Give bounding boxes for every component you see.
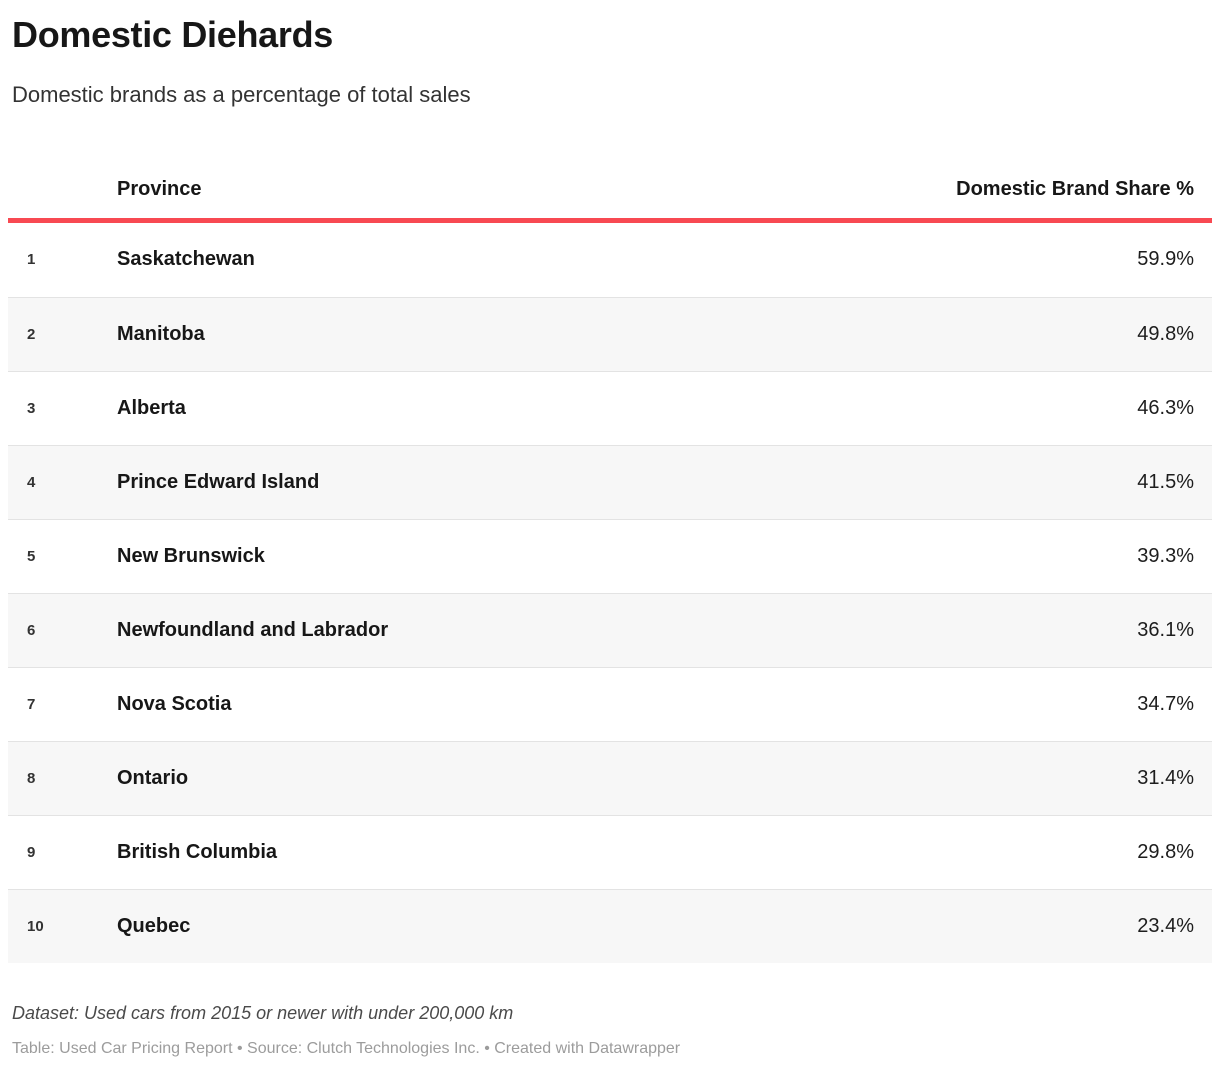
table-row: 5 New Brunswick 39.3% [8, 518, 1212, 593]
province-cell: Saskatchewan [117, 248, 255, 271]
rank-cell: 6 [27, 621, 36, 639]
rank-cell: 5 [27, 547, 36, 565]
table-body: 1 Saskatchewan 59.9% 2 Manitoba 49.8% 3 … [8, 223, 1212, 963]
table-header-row: Province Domestic Brand Share % [8, 161, 1212, 223]
share-cell: 29.8% [1137, 840, 1194, 863]
province-share-table: Province Domestic Brand Share % 1 Saskat… [8, 161, 1212, 963]
share-cell: 49.8% [1137, 322, 1194, 345]
table-row: 9 British Columbia 29.8% [8, 814, 1212, 889]
share-cell: 23.4% [1137, 914, 1194, 937]
province-cell: Newfoundland and Labrador [117, 618, 389, 641]
rank-cell: 8 [27, 769, 36, 787]
table-row: 7 Nova Scotia 34.7% [8, 666, 1212, 741]
province-cell: Quebec [117, 914, 191, 937]
share-cell: 41.5% [1137, 470, 1194, 493]
rank-cell: 4 [27, 473, 36, 491]
table-row: 4 Prince Edward Island 41.5% [8, 444, 1212, 519]
province-cell: Alberta [117, 396, 186, 419]
share-cell: 31.4% [1137, 766, 1194, 789]
province-cell: Nova Scotia [117, 692, 232, 715]
province-cell: New Brunswick [117, 544, 265, 567]
rank-cell: 9 [27, 843, 36, 861]
attribution-line: Table: Used Car Pricing Report • Source:… [12, 1040, 681, 1058]
table-row: 3 Alberta 46.3% [8, 370, 1212, 445]
table-row: 8 Ontario 31.4% [8, 740, 1212, 815]
province-cell: Manitoba [117, 322, 205, 345]
table-row: 6 Newfoundland and Labrador 36.1% [8, 592, 1212, 667]
dataset-note: Dataset: Used cars from 2015 or newer wi… [12, 1002, 514, 1023]
share-cell: 34.7% [1137, 692, 1194, 715]
share-cell: 39.3% [1137, 544, 1194, 567]
table-row: 2 Manitoba 49.8% [8, 296, 1212, 371]
column-header-province: Province [117, 177, 202, 200]
rank-cell: 1 [27, 251, 36, 269]
page-title: Domestic Diehards [12, 14, 334, 55]
table-row: 10 Quebec 23.4% [8, 888, 1212, 963]
rank-cell: 7 [27, 695, 36, 713]
share-cell: 46.3% [1137, 396, 1194, 419]
province-cell: Prince Edward Island [117, 470, 320, 493]
province-cell: British Columbia [117, 840, 278, 863]
page-subtitle: Domestic brands as a percentage of total… [12, 82, 471, 108]
rank-cell: 10 [27, 917, 44, 935]
chart-container: Domestic Diehards Domestic brands as a p… [0, 14, 1220, 1059]
column-header-share: Domestic Brand Share % [956, 177, 1194, 200]
table-row: 1 Saskatchewan 59.9% [8, 223, 1212, 297]
rank-cell: 2 [27, 325, 36, 343]
share-cell: 36.1% [1137, 618, 1194, 641]
province-cell: Ontario [117, 766, 189, 789]
share-cell: 59.9% [1137, 248, 1194, 271]
rank-cell: 3 [27, 399, 36, 417]
